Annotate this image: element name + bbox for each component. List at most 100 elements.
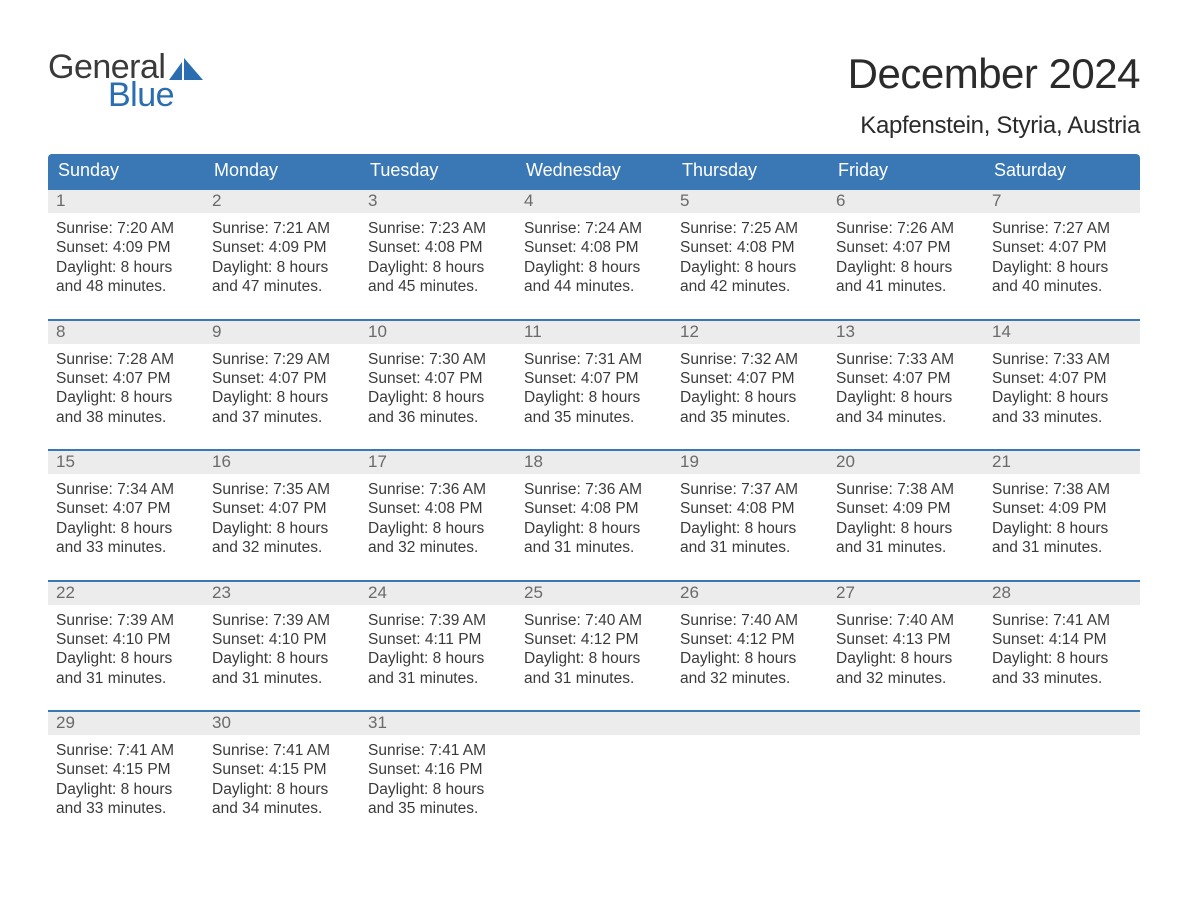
day-cell: Sunrise: 7:34 AMSunset: 4:07 PMDaylight:… [48,474,204,562]
day-number: 16 [204,451,360,474]
daylight-text-line1: Daylight: 8 hours [212,519,352,538]
sunset-text: Sunset: 4:09 PM [836,499,976,518]
day-number: 24 [360,582,516,605]
sunset-text: Sunset: 4:12 PM [524,630,664,649]
day-number [984,712,1140,735]
day-cell: Sunrise: 7:39 AMSunset: 4:11 PMDaylight:… [360,605,516,693]
day-number: 13 [828,321,984,344]
sunset-text: Sunset: 4:08 PM [524,499,664,518]
daylight-text-line1: Daylight: 8 hours [212,649,352,668]
sunrise-text: Sunrise: 7:32 AM [680,350,820,369]
daylight-text-line2: and 38 minutes. [56,408,196,427]
daylight-text-line1: Daylight: 8 hours [836,519,976,538]
daylight-text-line2: and 31 minutes. [56,669,196,688]
daylight-text-line2: and 32 minutes. [212,538,352,557]
sunrise-text: Sunrise: 7:36 AM [524,480,664,499]
daylight-text-line1: Daylight: 8 hours [524,388,664,407]
day-cell: Sunrise: 7:21 AMSunset: 4:09 PMDaylight:… [204,213,360,301]
daylight-text-line1: Daylight: 8 hours [56,388,196,407]
sunrise-text: Sunrise: 7:25 AM [680,219,820,238]
daylight-text-line1: Daylight: 8 hours [368,519,508,538]
sunrise-text: Sunrise: 7:33 AM [992,350,1132,369]
sunrise-text: Sunrise: 7:26 AM [836,219,976,238]
day-number: 9 [204,321,360,344]
week-row: 891011121314Sunrise: 7:28 AMSunset: 4:07… [48,319,1140,432]
sunset-text: Sunset: 4:07 PM [368,369,508,388]
daylight-text-line2: and 31 minutes. [524,669,664,688]
day-number: 23 [204,582,360,605]
day-number [516,712,672,735]
day-number: 17 [360,451,516,474]
daylight-text-line2: and 37 minutes. [212,408,352,427]
daylight-text-line1: Daylight: 8 hours [992,388,1132,407]
day-number: 15 [48,451,204,474]
daylight-text-line1: Daylight: 8 hours [680,258,820,277]
day-cell: Sunrise: 7:39 AMSunset: 4:10 PMDaylight:… [204,605,360,693]
sunrise-text: Sunrise: 7:41 AM [212,741,352,760]
sunset-text: Sunset: 4:07 PM [992,238,1132,257]
sunset-text: Sunset: 4:07 PM [56,499,196,518]
sunrise-text: Sunrise: 7:40 AM [524,611,664,630]
day-number: 2 [204,190,360,213]
day-number: 14 [984,321,1140,344]
daylight-text-line2: and 34 minutes. [212,799,352,818]
week-row: 293031Sunrise: 7:41 AMSunset: 4:15 PMDay… [48,710,1140,823]
day-number-strip: 891011121314 [48,321,1140,344]
sunrise-text: Sunrise: 7:36 AM [368,480,508,499]
sunrise-text: Sunrise: 7:27 AM [992,219,1132,238]
day-number: 25 [516,582,672,605]
weekday-header: Thursday [672,154,828,188]
day-number: 11 [516,321,672,344]
day-number: 21 [984,451,1140,474]
day-cell [984,735,1140,823]
day-number: 6 [828,190,984,213]
day-cell [828,735,984,823]
day-number [828,712,984,735]
sunrise-text: Sunrise: 7:29 AM [212,350,352,369]
sunrise-text: Sunrise: 7:37 AM [680,480,820,499]
day-cell: Sunrise: 7:40 AMSunset: 4:13 PMDaylight:… [828,605,984,693]
sunset-text: Sunset: 4:07 PM [992,369,1132,388]
sunset-text: Sunset: 4:07 PM [212,369,352,388]
daylight-text-line2: and 31 minutes. [368,669,508,688]
day-cell: Sunrise: 7:23 AMSunset: 4:08 PMDaylight:… [360,213,516,301]
weekday-header-row: Sunday Monday Tuesday Wednesday Thursday… [48,154,1140,188]
day-cell: Sunrise: 7:41 AMSunset: 4:16 PMDaylight:… [360,735,516,823]
day-cell: Sunrise: 7:37 AMSunset: 4:08 PMDaylight:… [672,474,828,562]
day-number: 1 [48,190,204,213]
sunset-text: Sunset: 4:08 PM [680,238,820,257]
sunrise-text: Sunrise: 7:30 AM [368,350,508,369]
sunset-text: Sunset: 4:11 PM [368,630,508,649]
day-number: 18 [516,451,672,474]
weekday-header: Wednesday [516,154,672,188]
daylight-text-line2: and 31 minutes. [680,538,820,557]
logo-sail-icon [169,58,203,80]
sunrise-text: Sunrise: 7:41 AM [56,741,196,760]
weekday-header: Saturday [984,154,1140,188]
daylight-text-line2: and 33 minutes. [992,669,1132,688]
day-number: 5 [672,190,828,213]
daylight-text-line2: and 42 minutes. [680,277,820,296]
day-cell: Sunrise: 7:33 AMSunset: 4:07 PMDaylight:… [828,344,984,432]
day-number-strip: 15161718192021 [48,451,1140,474]
sunset-text: Sunset: 4:15 PM [212,760,352,779]
daylight-text-line1: Daylight: 8 hours [56,258,196,277]
daylight-text-line2: and 32 minutes. [368,538,508,557]
daylight-text-line1: Daylight: 8 hours [836,388,976,407]
day-number: 7 [984,190,1140,213]
sunrise-text: Sunrise: 7:40 AM [836,611,976,630]
sunrise-text: Sunrise: 7:41 AM [992,611,1132,630]
day-cell: Sunrise: 7:41 AMSunset: 4:15 PMDaylight:… [48,735,204,823]
location-text: Kapfenstein, Styria, Austria [848,112,1140,140]
daylight-text-line1: Daylight: 8 hours [212,258,352,277]
day-cell: Sunrise: 7:31 AMSunset: 4:07 PMDaylight:… [516,344,672,432]
sunset-text: Sunset: 4:08 PM [524,238,664,257]
sunrise-text: Sunrise: 7:34 AM [56,480,196,499]
day-cell: Sunrise: 7:35 AMSunset: 4:07 PMDaylight:… [204,474,360,562]
sunrise-text: Sunrise: 7:21 AM [212,219,352,238]
sunset-text: Sunset: 4:09 PM [56,238,196,257]
daylight-text-line1: Daylight: 8 hours [368,649,508,668]
daylight-text-line1: Daylight: 8 hours [992,519,1132,538]
header: General Blue December 2024 Kapfenstein, … [48,50,1140,140]
daylight-text-line2: and 31 minutes. [836,538,976,557]
